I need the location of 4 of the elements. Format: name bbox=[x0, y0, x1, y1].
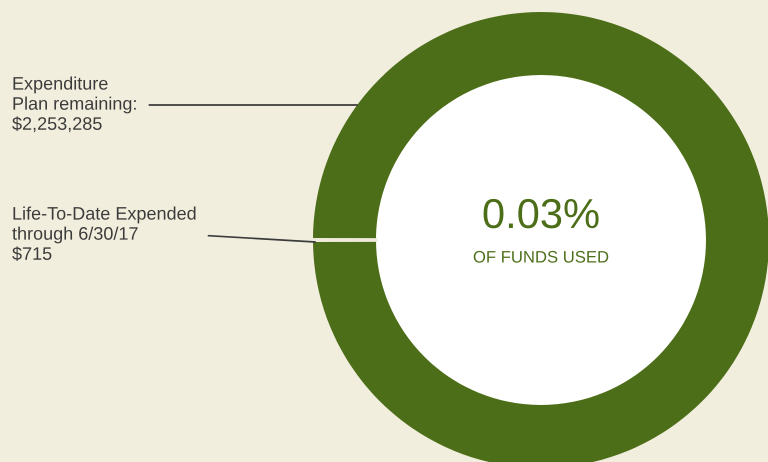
text: OF FUNDS USED bbox=[474, 250, 608, 263]
slice-label: Life-To-Date Expended through 6/30/17 $715 bbox=[12, 206, 196, 262]
text: 0.03% bbox=[484, 198, 599, 228]
slice-label: Expenditure Plan remaining: $2,253,285 bbox=[12, 76, 136, 132]
